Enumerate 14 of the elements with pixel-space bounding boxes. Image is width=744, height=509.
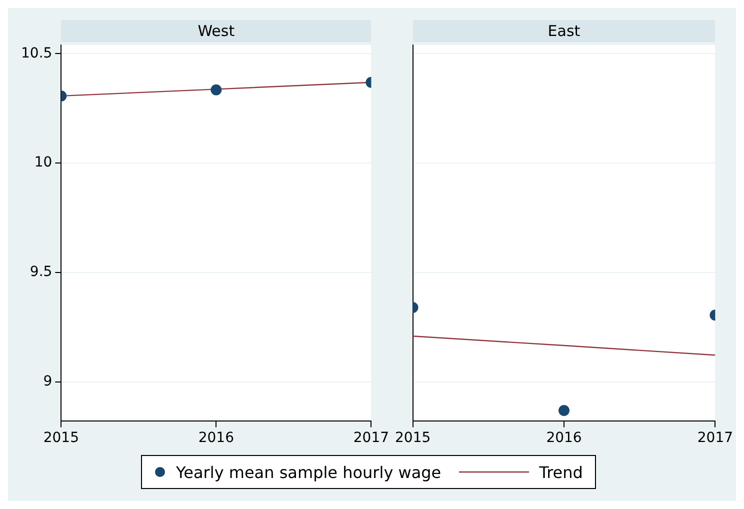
y-tick-label: 9	[43, 373, 52, 390]
y-tick-label: 10	[34, 154, 52, 171]
x-tick-label: 2015	[394, 430, 431, 446]
y-tick-label: 10.5	[21, 45, 52, 62]
x-tick-label: 2016	[198, 430, 234, 446]
x-tick-label: 2015	[43, 430, 79, 446]
x-tick-label: 2017	[353, 430, 390, 446]
chart-title: West	[61, 20, 372, 42]
chart-title: East	[412, 20, 716, 42]
x-tick-label: 2016	[546, 430, 582, 446]
legend-label: Yearly mean sample hourly wage	[176, 462, 442, 482]
y-tick-label: 9.5	[30, 264, 52, 280]
legend-label: Trend	[539, 462, 583, 482]
x-tick-label: 2017	[697, 430, 734, 446]
